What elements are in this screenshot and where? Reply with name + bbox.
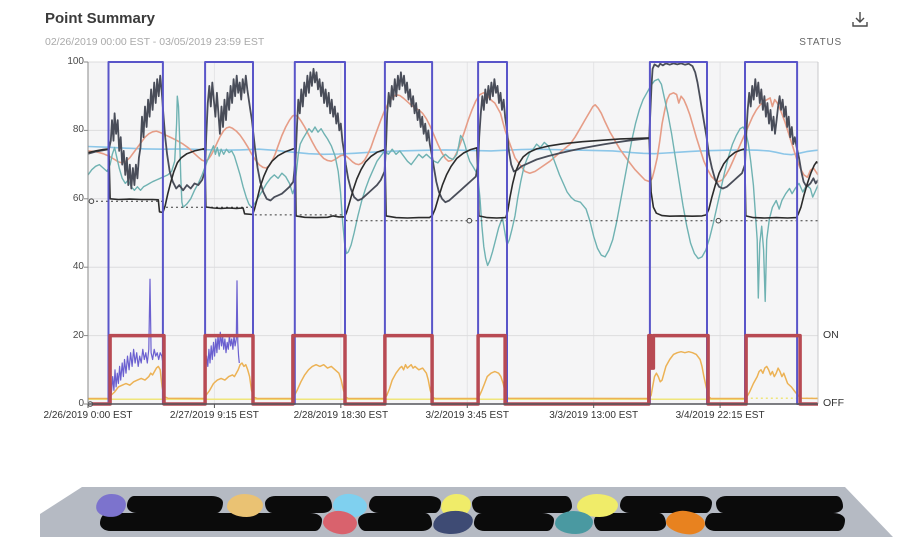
y-axis-tick-label: 40 (72, 261, 84, 273)
x-axis-tick-label: 3/4/2019 22:15 EST (675, 410, 765, 421)
y-axis-tick-label: 0 (78, 398, 84, 409)
point-marker (466, 217, 473, 224)
date-range-subtitle: 02/26/2019 00:00 EST - 03/05/2019 23:59 … (45, 36, 265, 48)
x-axis-tick-label: 3/3/2019 13:00 EST (549, 410, 639, 421)
status-off-label: OFF (823, 397, 844, 409)
point-marker (88, 198, 95, 204)
series-purple-noisy (204, 280, 240, 377)
page-title: Point Summary (45, 10, 156, 27)
y-axis-tick-label: 20 (72, 329, 84, 341)
y-axis-tick-label: 80 (72, 124, 84, 136)
series-orange-gold (88, 350, 819, 400)
x-axis-tick-label: 3/2/2019 3:45 EST (425, 410, 509, 421)
y-axis-tick-label: 60 (72, 192, 84, 204)
download-icon (852, 12, 868, 27)
download-button[interactable] (849, 9, 871, 31)
x-axis-tick-label: 2/26/2019 0:00 EST (43, 410, 133, 421)
series-purple-noisy (109, 278, 164, 401)
chart-canvas (84, 61, 819, 408)
series-dark-navy-noisy (87, 62, 819, 204)
status-column-label: STATUS (799, 37, 842, 48)
x-axis-tick-label: 2/27/2019 9:15 EST (169, 410, 259, 421)
status-on-label: ON (823, 328, 839, 341)
y-axis-tick-label: 100 (67, 56, 84, 67)
point-marker (715, 217, 722, 224)
plot-area (88, 62, 818, 404)
series-teal (87, 78, 819, 303)
legend-redacted-band (40, 487, 893, 537)
x-axis-tick-label: 2/28/2019 18:30 EST (293, 410, 389, 421)
series-black-smooth (87, 137, 819, 219)
